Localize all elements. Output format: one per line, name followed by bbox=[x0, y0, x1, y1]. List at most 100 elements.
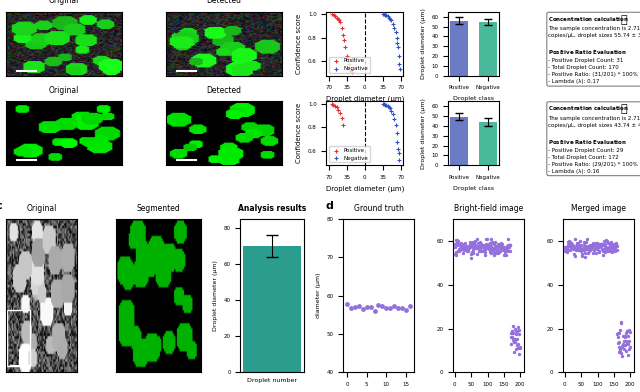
Point bbox=[452, 241, 463, 247]
Point bbox=[605, 245, 616, 252]
Point bbox=[493, 249, 504, 256]
Negative bbox=[392, 34, 402, 41]
Point bbox=[483, 246, 493, 252]
Positive bbox=[333, 107, 343, 113]
Point bbox=[577, 247, 587, 253]
Point bbox=[350, 304, 360, 310]
Point bbox=[620, 333, 630, 339]
Point bbox=[346, 305, 356, 311]
Point bbox=[488, 247, 499, 253]
Point bbox=[616, 320, 627, 326]
Point bbox=[574, 247, 584, 254]
Negative bbox=[394, 157, 404, 163]
Negative bbox=[388, 20, 398, 27]
Point bbox=[515, 345, 525, 351]
Point bbox=[489, 252, 499, 258]
Point bbox=[573, 245, 583, 251]
Y-axis label: Droplet diameter (μm): Droplet diameter (μm) bbox=[213, 260, 218, 331]
Point bbox=[600, 245, 611, 251]
Negative bbox=[379, 100, 389, 107]
Point bbox=[563, 239, 573, 245]
Point bbox=[569, 251, 579, 258]
Point bbox=[575, 247, 586, 253]
Point bbox=[504, 242, 514, 249]
Point bbox=[619, 338, 629, 344]
Point bbox=[586, 245, 596, 252]
Positive bbox=[338, 32, 348, 38]
Point bbox=[513, 341, 524, 347]
Negative bbox=[387, 108, 397, 114]
Point bbox=[452, 237, 462, 243]
Point bbox=[572, 240, 582, 246]
Point bbox=[483, 245, 493, 251]
X-axis label: Droplet class: Droplet class bbox=[453, 96, 494, 101]
Point bbox=[608, 247, 618, 253]
Point bbox=[490, 239, 500, 245]
Point bbox=[608, 244, 618, 250]
Point bbox=[462, 248, 472, 254]
Point bbox=[594, 249, 604, 255]
Point bbox=[586, 246, 596, 252]
Point bbox=[616, 318, 627, 325]
Point bbox=[474, 248, 484, 254]
Point bbox=[593, 243, 604, 249]
Point bbox=[584, 245, 594, 252]
Point bbox=[479, 244, 489, 250]
Point bbox=[476, 243, 486, 249]
Point bbox=[614, 339, 624, 345]
Point bbox=[586, 244, 596, 250]
Point bbox=[564, 243, 574, 250]
Point bbox=[492, 250, 502, 256]
Point bbox=[488, 246, 498, 252]
Point bbox=[477, 244, 487, 250]
Point bbox=[611, 247, 621, 253]
Point bbox=[506, 341, 516, 347]
Point bbox=[596, 241, 607, 247]
Bar bbox=[451, 116, 468, 165]
Point bbox=[474, 243, 484, 249]
Point bbox=[573, 246, 584, 252]
Positive bbox=[344, 61, 355, 67]
Point bbox=[618, 342, 628, 348]
Point bbox=[457, 245, 467, 251]
Point bbox=[454, 248, 464, 254]
Point bbox=[507, 330, 517, 336]
Point bbox=[486, 250, 496, 257]
Point bbox=[454, 245, 465, 252]
Point bbox=[582, 245, 592, 251]
Point bbox=[488, 240, 498, 247]
Positive bbox=[337, 25, 347, 31]
Negative bbox=[378, 11, 388, 17]
Point bbox=[576, 241, 586, 248]
Point bbox=[623, 327, 634, 333]
Point bbox=[479, 249, 490, 255]
Positive bbox=[347, 69, 357, 75]
Point bbox=[456, 245, 466, 251]
Point bbox=[459, 247, 469, 253]
Point bbox=[480, 246, 490, 252]
Point bbox=[591, 240, 602, 246]
Point bbox=[621, 348, 632, 354]
Point bbox=[598, 248, 608, 254]
Point bbox=[566, 244, 577, 250]
Point bbox=[452, 239, 462, 245]
Point bbox=[581, 239, 591, 245]
Point bbox=[500, 247, 511, 253]
Point bbox=[600, 241, 610, 247]
Negative bbox=[380, 12, 390, 18]
Point bbox=[601, 236, 611, 243]
Negative bbox=[381, 12, 392, 18]
Point bbox=[470, 238, 480, 244]
Point bbox=[482, 245, 492, 251]
Point bbox=[577, 246, 587, 252]
Point bbox=[562, 246, 572, 252]
Point bbox=[559, 244, 570, 250]
Point bbox=[461, 243, 472, 249]
Point bbox=[614, 327, 625, 333]
Point bbox=[625, 329, 635, 335]
Point bbox=[560, 245, 570, 252]
Point bbox=[612, 331, 622, 337]
Positive bbox=[330, 13, 340, 20]
Point bbox=[495, 243, 506, 249]
Point bbox=[615, 347, 625, 353]
